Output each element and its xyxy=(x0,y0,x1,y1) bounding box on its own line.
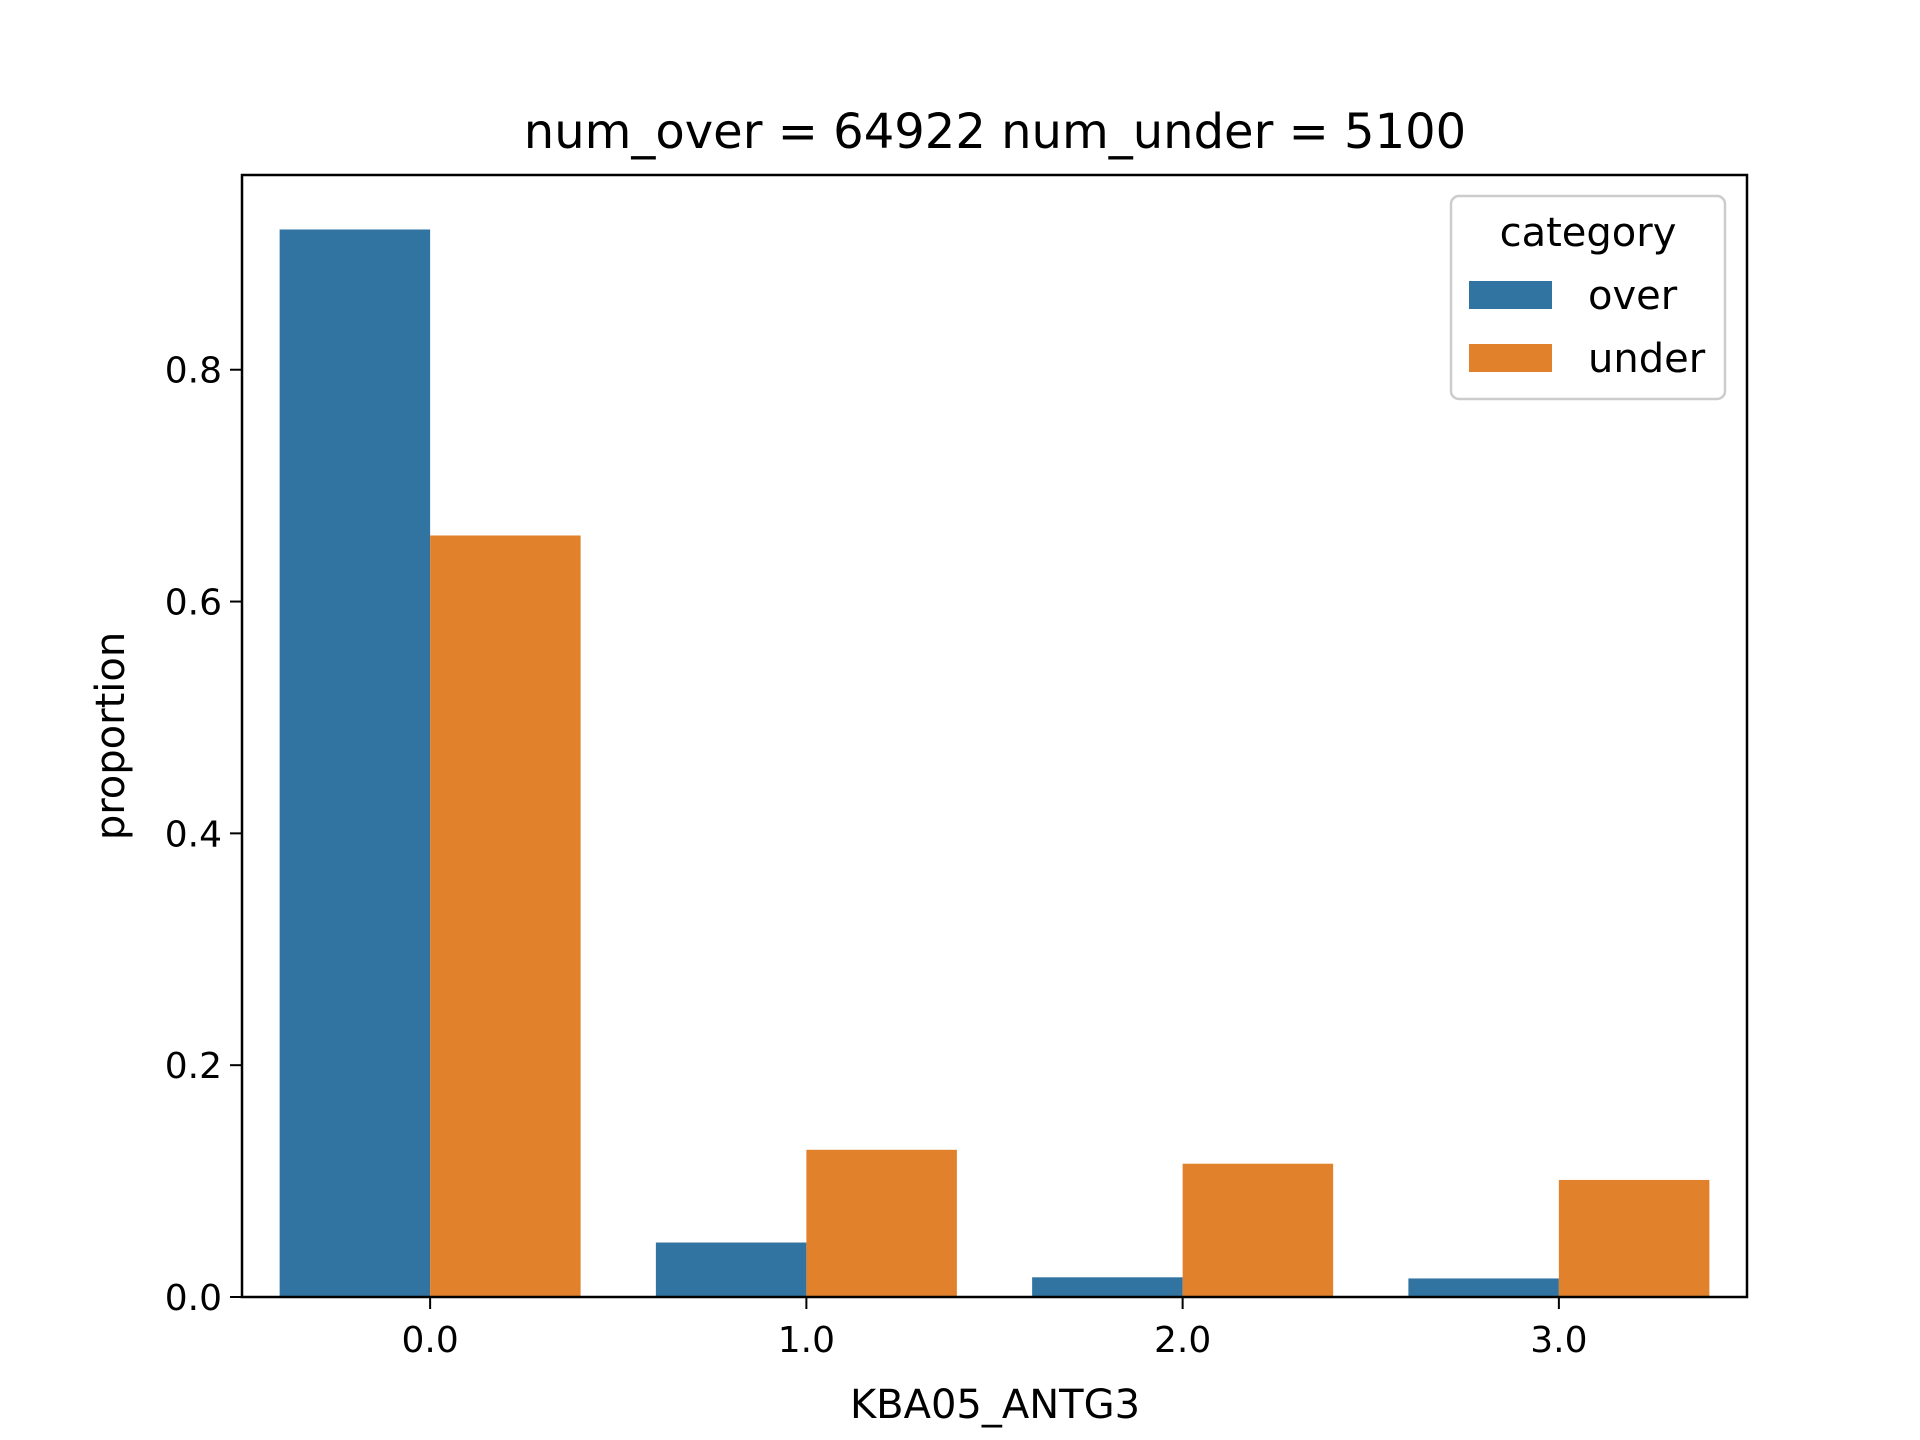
y-tick-label: 0.4 xyxy=(165,814,222,855)
x-axis-ticks: 0.0 1.0 2.0 3.0 xyxy=(401,1297,1588,1361)
bar-under-1.0 xyxy=(806,1149,957,1297)
bar-over-1.0 xyxy=(655,1242,807,1297)
x-axis-label: KBA05_ANTG3 xyxy=(850,1382,1140,1428)
y-axis-label: proportion xyxy=(88,632,134,840)
legend-swatch-over xyxy=(1469,281,1552,309)
bars xyxy=(279,229,1710,1298)
y-tick-label: 0.2 xyxy=(165,1046,222,1087)
y-tick-label: 0.6 xyxy=(165,583,222,624)
legend-label-over: over xyxy=(1588,273,1678,319)
bar-under-3.0 xyxy=(1558,1179,1710,1297)
bar-under-0.0 xyxy=(430,535,581,1297)
legend-title: category xyxy=(1500,210,1677,256)
y-tick-label: 0.8 xyxy=(165,351,222,392)
bar-over-3.0 xyxy=(1408,1278,1559,1297)
legend-label-under: under xyxy=(1588,336,1706,382)
chart-title: num_over = 64922 num_under = 5100 xyxy=(524,104,1466,160)
y-tick-label: 0.0 xyxy=(165,1278,222,1319)
x-tick-label: 0.0 xyxy=(401,1320,458,1361)
x-tick-label: 1.0 xyxy=(778,1320,835,1361)
bar-over-2.0 xyxy=(1032,1277,1183,1297)
x-tick-label: 2.0 xyxy=(1154,1320,1211,1361)
y-axis-ticks: 0.0 0.2 0.4 0.6 0.8 xyxy=(165,351,242,1319)
legend-swatch-under xyxy=(1469,344,1552,372)
plot-frame xyxy=(240,173,1749,1299)
bar-over-0.0 xyxy=(279,229,431,1298)
bar-under-2.0 xyxy=(1182,1163,1334,1297)
x-tick-label: 3.0 xyxy=(1530,1320,1587,1361)
legend: category over under xyxy=(1449,194,1727,401)
